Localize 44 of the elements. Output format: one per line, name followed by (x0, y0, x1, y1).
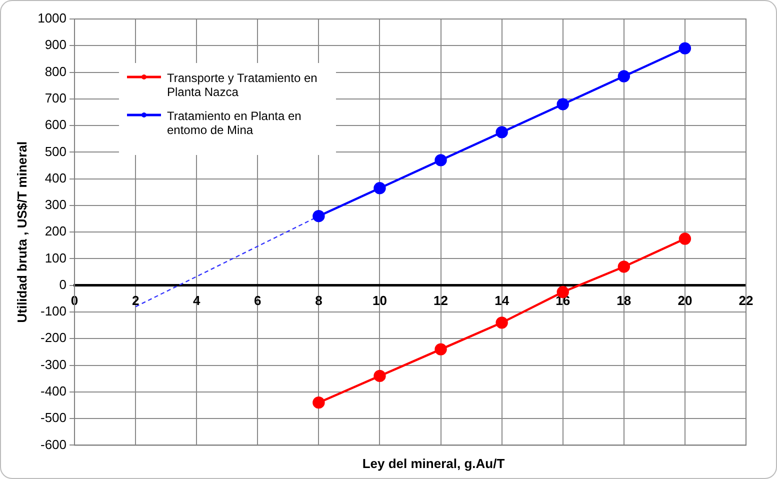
y-tick-label: 100 (44, 250, 67, 266)
y-tick-label: -100 (40, 304, 67, 319)
legend-label: Transporte y Tratamiento en Planta Nazca (167, 71, 318, 99)
point (618, 260, 630, 273)
point (496, 316, 508, 329)
y-tick-label: 400 (44, 170, 67, 186)
point (678, 232, 692, 245)
point (434, 343, 447, 356)
y-tick-label: 200 (44, 224, 67, 239)
x-tick-label: 10 (372, 292, 387, 308)
point (374, 182, 386, 194)
point (496, 126, 508, 138)
x-tick-label: 8 (315, 292, 322, 308)
y-tick-label: 800 (44, 64, 67, 79)
x-axis-title: Ley del mineral, g.Au/T (361, 456, 506, 471)
x-tick-label: 4 (192, 292, 201, 308)
y-axis-title: Utilidad bruta , US$/T mineral (14, 141, 30, 323)
x-tick-label: 6 (254, 292, 262, 308)
y-tick-label: -300 (40, 356, 67, 372)
legend-label: Tratamiento en Planta en entomo de Mina (167, 109, 302, 137)
y-tick-label: -500 (40, 410, 67, 426)
x-tick-label: 20 (678, 292, 692, 308)
x-tick-label: 22 (738, 292, 754, 308)
y-tick-label: 300 (44, 197, 67, 212)
point (434, 154, 447, 166)
point (678, 42, 692, 54)
point (312, 210, 325, 222)
y-tick-label: 900 (44, 37, 67, 52)
y-tick-label: 500 (44, 144, 67, 159)
point (374, 370, 386, 382)
x-tick-label: 18 (616, 292, 632, 308)
point (312, 396, 325, 409)
y-tick-label: 700 (44, 90, 67, 106)
point (556, 98, 569, 110)
y-tick-label: 0 (59, 276, 67, 292)
y-tick-label: -600 (40, 436, 67, 452)
x-tick-label: 12 (434, 292, 448, 308)
x-tick-label: 2 (132, 292, 140, 308)
point (618, 70, 630, 82)
y-tick-label: -200 (40, 330, 67, 346)
y-tick-label: 1000 (38, 10, 67, 26)
y-tick-label: 600 (44, 117, 67, 132)
x-tick-label: 14 (494, 292, 510, 308)
y-tick-label: -400 (40, 384, 67, 399)
